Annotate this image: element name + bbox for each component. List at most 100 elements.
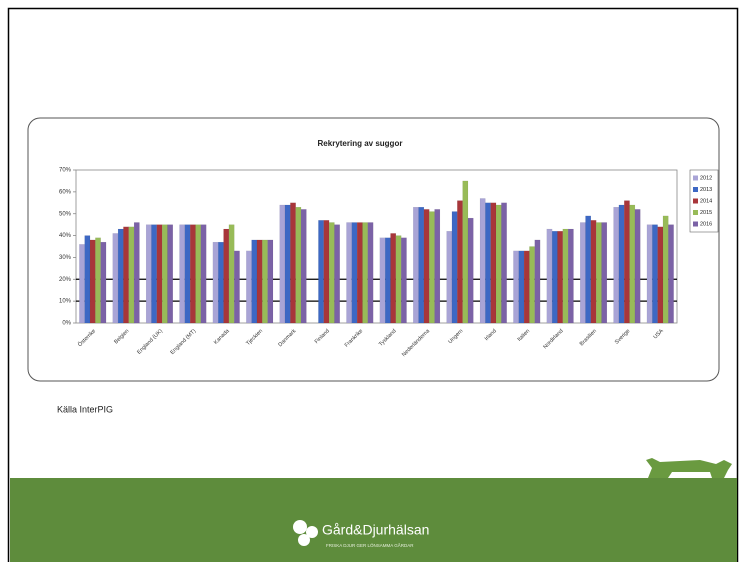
logo-text: Gård&Djurhälsan [322, 522, 429, 538]
bar [256, 239, 263, 324]
bar [534, 239, 541, 324]
bar [395, 235, 402, 324]
bar [634, 209, 641, 324]
bar [390, 233, 397, 324]
bar [179, 224, 185, 324]
bar [334, 224, 340, 324]
bar [451, 211, 458, 324]
legend-label: 2015 [700, 210, 712, 216]
legend-label: 2016 [700, 221, 712, 227]
bar [367, 222, 374, 324]
y-tick-label: 20% [59, 277, 72, 283]
bar [223, 228, 230, 324]
bar [601, 222, 608, 324]
logo-icon [293, 520, 318, 546]
bar [251, 239, 258, 324]
bar [246, 250, 252, 324]
bar [151, 224, 157, 324]
logo-tagline: FRISKA DJUR GER LÖNSAMMA GÅRDAR [326, 542, 414, 548]
bar [518, 250, 525, 324]
bar [290, 202, 296, 324]
bar [413, 207, 419, 324]
bar [613, 207, 620, 324]
legend-swatch [693, 210, 698, 215]
bar [652, 224, 658, 324]
plot-area [75, 169, 678, 324]
bar [318, 220, 324, 324]
bar [562, 228, 569, 324]
bar [580, 222, 586, 324]
bar [262, 239, 268, 324]
legend-swatch [693, 175, 698, 181]
bar [279, 204, 286, 324]
bar [434, 209, 441, 324]
bar [351, 222, 358, 324]
bar [117, 228, 124, 324]
bar [284, 204, 291, 324]
bar [300, 209, 307, 324]
bar [501, 202, 507, 324]
legend-label: 2014 [700, 198, 712, 204]
bar [585, 215, 592, 324]
bar [429, 211, 435, 324]
bar [479, 198, 486, 324]
bar [356, 222, 363, 324]
slide-border [7, 7, 739, 567]
bar [323, 220, 330, 324]
legend-swatch [693, 187, 698, 192]
y-tick-label: 30% [59, 255, 72, 261]
bar [156, 224, 163, 324]
bar [490, 202, 497, 324]
bar [551, 231, 558, 324]
bar [228, 224, 235, 324]
bar [328, 222, 335, 324]
bar [200, 224, 207, 324]
bar [295, 207, 302, 324]
bar [495, 204, 502, 324]
legend-label: 2013 [700, 187, 712, 193]
bar [596, 222, 602, 324]
bar [668, 224, 674, 324]
bar [418, 207, 425, 324]
pig-icon [646, 458, 732, 478]
bar [95, 237, 101, 324]
bar [485, 202, 491, 324]
bar [89, 239, 96, 324]
bar [385, 237, 391, 324]
bar [133, 222, 140, 324]
bar [657, 226, 664, 324]
bar [423, 209, 430, 324]
bar [523, 250, 530, 324]
bar [467, 217, 474, 324]
bar [457, 200, 463, 324]
bar [557, 231, 563, 324]
bar [662, 215, 669, 324]
bar [462, 180, 469, 324]
bar [212, 241, 219, 324]
y-tick-label: 0% [62, 321, 71, 327]
bar [195, 224, 202, 324]
bar [234, 250, 240, 324]
bar [346, 222, 352, 324]
bar [112, 233, 119, 324]
bar [646, 224, 653, 324]
y-tick-label: 10% [59, 299, 72, 305]
footer-band [10, 478, 737, 562]
bar [79, 244, 85, 324]
bar [184, 224, 191, 324]
bar [167, 224, 173, 324]
bar [618, 204, 625, 324]
bar [161, 224, 168, 324]
bar [568, 228, 574, 324]
y-tick-label: 50% [59, 211, 72, 217]
chart-title: Rekrytering av suggor [318, 139, 403, 148]
bar [362, 222, 368, 324]
bar [123, 226, 129, 324]
bar [218, 241, 224, 324]
bar [629, 204, 636, 324]
bar [401, 237, 407, 324]
bar [624, 200, 630, 324]
bar [100, 241, 107, 324]
